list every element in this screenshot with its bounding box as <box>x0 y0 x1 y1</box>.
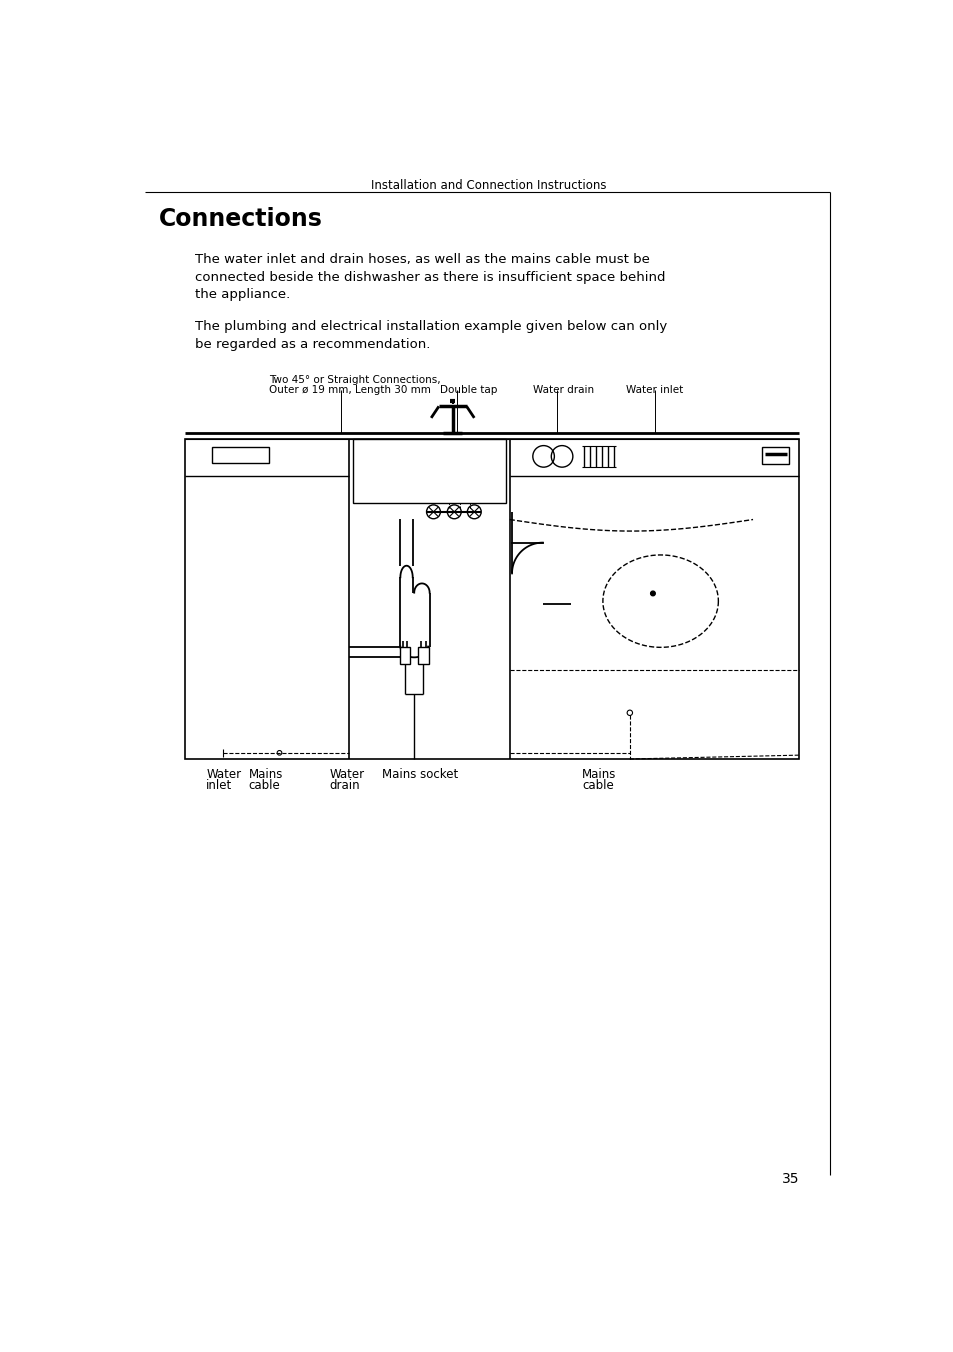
Bar <box>761 448 788 464</box>
Bar <box>212 448 269 462</box>
Text: Connections: Connections <box>158 207 322 231</box>
Text: drain: drain <box>329 779 360 792</box>
Bar <box>185 438 799 758</box>
Bar <box>399 648 410 664</box>
Text: cable: cable <box>249 779 280 792</box>
Text: Water inlet: Water inlet <box>625 385 682 395</box>
Text: The water inlet and drain hoses, as well as the mains cable must be
connected be: The water inlet and drain hoses, as well… <box>194 253 664 301</box>
Text: inlet: inlet <box>206 779 233 792</box>
Text: Outer ø 19 mm, Length 30 mm: Outer ø 19 mm, Length 30 mm <box>269 385 431 395</box>
Text: Mains: Mains <box>581 768 616 781</box>
Text: Double tap: Double tap <box>439 385 497 395</box>
Text: Mains: Mains <box>249 768 283 781</box>
Text: Water drain: Water drain <box>533 385 594 395</box>
Text: Installation and Connection Instructions: Installation and Connection Instructions <box>371 180 606 192</box>
Text: Two 45° or Straight Connections,: Two 45° or Straight Connections, <box>269 375 440 385</box>
Text: Water: Water <box>329 768 364 781</box>
Text: Mains socket: Mains socket <box>381 768 457 781</box>
Bar <box>353 439 505 503</box>
Text: Water: Water <box>206 768 241 781</box>
Circle shape <box>650 591 655 596</box>
Text: cable: cable <box>581 779 613 792</box>
Text: The plumbing and electrical installation example given below can only
be regarde: The plumbing and electrical installation… <box>194 320 666 350</box>
Bar <box>417 648 429 664</box>
Text: 35: 35 <box>781 1172 799 1186</box>
